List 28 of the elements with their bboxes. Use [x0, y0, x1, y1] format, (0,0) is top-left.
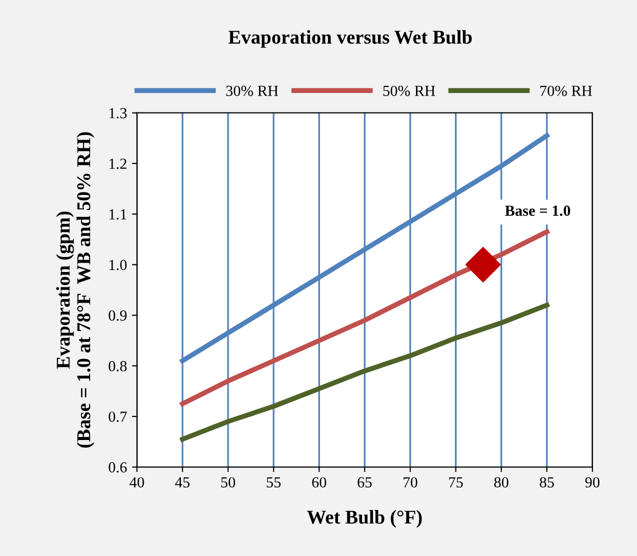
- x-tick-label: 50: [221, 477, 236, 488]
- x-tick-label: 90: [585, 477, 600, 488]
- y-tick-label: 1.1: [109, 209, 126, 220]
- y-tick-label: 0.7: [108, 412, 127, 422]
- x-tick-label: 55: [266, 477, 281, 488]
- y-tick-label: 0.8: [108, 360, 127, 372]
- legend-label: 50% RH: [383, 86, 436, 96]
- line-series: [180, 302, 550, 442]
- legend-label: 30% RH: [226, 86, 278, 96]
- x-tick-label: 40: [130, 477, 144, 488]
- y-tick-label: 1.2: [109, 158, 126, 169]
- y-tick-label: 0.6: [108, 462, 127, 473]
- x-tick-label: 65: [358, 477, 372, 488]
- annotation: Base = 1.0: [505, 206, 570, 216]
- legend-label: 70% RH: [540, 86, 592, 96]
- x-tick-label: 60: [312, 477, 326, 488]
- x-axis-title: Wet Bulb (°F): [307, 510, 422, 528]
- y-axis-title: Evaporation (gpm) (Base = 1.0 at 78°F WB and 50% RH): [56, 132, 94, 448]
- y-tick-label: 1.0: [109, 260, 127, 270]
- x-tick-label: 85: [540, 477, 554, 488]
- x-tick-label: 70: [404, 477, 418, 488]
- x-tick-label: 45: [175, 477, 190, 488]
- x-tick-label: 75: [449, 477, 463, 488]
- y-tick-label: 1.3: [109, 108, 127, 118]
- y-tick-label: 0.9: [108, 310, 127, 321]
- line-series: [180, 229, 550, 406]
- chart-title: Evaporation versus Wet Bulb: [228, 30, 472, 48]
- x-tick-label: 80: [494, 477, 508, 488]
